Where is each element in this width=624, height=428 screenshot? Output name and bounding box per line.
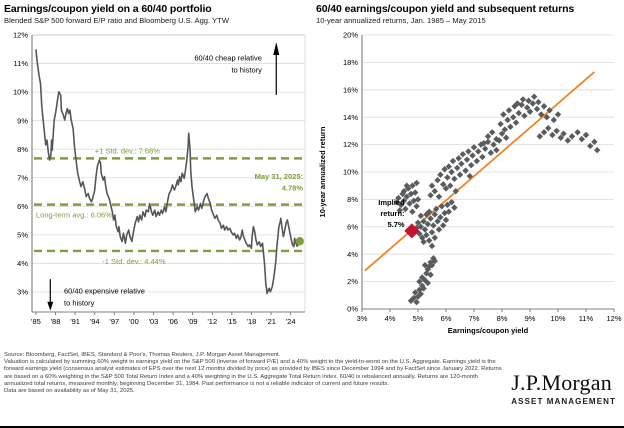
svg-text:10%: 10% [13, 88, 28, 97]
svg-text:0%: 0% [347, 305, 358, 314]
scatter-chart: 20% 18% 16% 14% 12% 10% 8% 6% 4% 2% 0%3% 4% 5% 6% 7% 8%… [318, 31, 622, 335]
svg-text:-1 Std. dev.: 4.44%: -1 Std. dev.: 4.44% [102, 257, 166, 266]
right-chart-panel: 60/40 earnings/coupon yield and subseque… [312, 0, 624, 337]
right-chart-title: 60/40 earnings/coupon yield and subseque… [316, 3, 575, 15]
left-chart-panel: Earnings/coupon yield on a 60/40 portfol… [0, 0, 312, 337]
svg-text:12%: 12% [606, 314, 621, 323]
svg-text:'21: '21 [266, 317, 276, 326]
right-chart-subtitle: 10-year annualized returns, Jan. 1985 – … [316, 16, 486, 25]
svg-text:return:: return: [380, 209, 404, 218]
svg-text:4.78%: 4.78% [282, 184, 304, 193]
svg-text:5%: 5% [413, 314, 424, 323]
footnote-availability: Data are based on availability as of May… [4, 388, 135, 395]
svg-text:9%: 9% [525, 314, 536, 323]
footnote: Source: Bloomberg, FactSet, IBES, Standa… [4, 352, 504, 395]
svg-text:8%: 8% [17, 145, 28, 154]
jpmorgan-brand-text: J.P.Morgan [511, 370, 612, 395]
svg-text:18%: 18% [343, 58, 358, 67]
svg-text:5.7%: 5.7% [387, 220, 404, 229]
svg-text:'24: '24 [286, 317, 296, 326]
bottom-rule [0, 426, 624, 428]
svg-text:6%: 6% [347, 222, 358, 231]
svg-text:'88: '88 [51, 317, 61, 326]
svg-text:8%: 8% [497, 314, 508, 323]
footnote-body: Valuation is calculated by summing 60% w… [4, 359, 502, 387]
svg-text:+1 Std. dev.: 7.68%: +1 Std. dev.: 7.68% [95, 146, 160, 155]
svg-text:'18: '18 [247, 317, 257, 326]
svg-text:9%: 9% [17, 116, 28, 125]
svg-text:3%: 3% [357, 314, 368, 323]
svg-text:11%: 11% [579, 314, 594, 323]
left-chart-subtitle: Blended S&P 500 forward E/P ratio and Bl… [4, 16, 229, 25]
svg-text:'91: '91 [70, 317, 80, 326]
svg-text:10-year annualized return: 10-year annualized return [318, 126, 327, 217]
svg-text:14%: 14% [343, 113, 358, 122]
svg-text:60/40 expensive relative: 60/40 expensive relative [64, 286, 145, 295]
svg-text:'85: '85 [31, 317, 41, 326]
left-chart-title: Earnings/coupon yield on a 60/40 portfol… [4, 3, 212, 15]
svg-text:12%: 12% [343, 140, 358, 149]
svg-text:'00: '00 [129, 317, 139, 326]
svg-text:'97: '97 [109, 317, 119, 326]
svg-text:'03: '03 [149, 317, 159, 326]
svg-text:to history: to history [231, 66, 262, 75]
svg-text:12%: 12% [13, 31, 28, 40]
svg-text:20%: 20% [343, 31, 358, 40]
svg-text:'12: '12 [207, 317, 217, 326]
svg-text:7%: 7% [469, 314, 480, 323]
svg-text:7%: 7% [17, 173, 28, 182]
svg-text:11%: 11% [14, 59, 29, 68]
svg-text:'06: '06 [168, 317, 178, 326]
svg-text:4%: 4% [347, 250, 358, 259]
svg-text:4%: 4% [385, 314, 396, 323]
svg-text:16%: 16% [343, 85, 358, 94]
line-chart: 3% 4% 5% 6% 7% 8% 9% 10% 11% 12% '85 '88 '91 '94 '97 '0… [13, 31, 306, 326]
svg-text:5%: 5% [17, 230, 28, 239]
svg-text:6%: 6% [17, 202, 28, 211]
svg-text:'09: '09 [188, 317, 198, 326]
svg-text:Long-term avg.: 6.06%: Long-term avg.: 6.06% [36, 211, 112, 220]
svg-text:10%: 10% [343, 168, 358, 177]
asset-management-text: ASSET MANAGEMENT [511, 397, 616, 406]
svg-text:May 31, 2025:: May 31, 2025: [255, 172, 303, 181]
svg-text:'94: '94 [90, 317, 100, 326]
svg-text:8%: 8% [347, 195, 358, 204]
svg-text:Implied: Implied [378, 198, 405, 207]
charts-row: Earnings/coupon yield on a 60/40 portfol… [0, 0, 624, 337]
jpmorgan-logo: J.P.Morgan ASSET MANAGEMENT [511, 370, 616, 406]
svg-text:'15: '15 [227, 317, 237, 326]
svg-text:6%: 6% [441, 314, 452, 323]
svg-text:Earnings/coupon yield: Earnings/coupon yield [448, 326, 529, 335]
svg-text:2%: 2% [347, 277, 358, 286]
svg-text:10%: 10% [550, 314, 565, 323]
svg-text:60/40 cheap relative: 60/40 cheap relative [194, 54, 262, 63]
footnote-source: Source: Bloomberg, FactSet, IBES, Standa… [4, 352, 281, 358]
svg-text:3%: 3% [17, 288, 28, 297]
svg-text:4%: 4% [17, 259, 28, 268]
svg-text:to history: to history [64, 298, 95, 307]
